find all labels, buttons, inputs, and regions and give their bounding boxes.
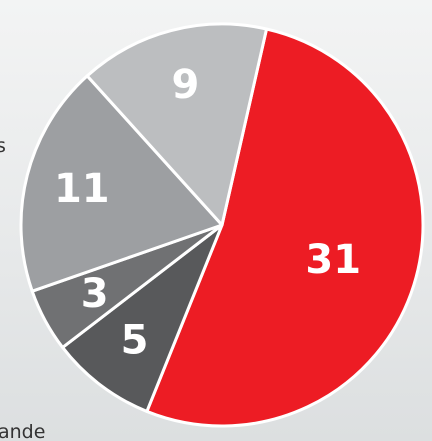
chart: s ande 31 53 11 9: [0, 0, 432, 441]
annotation: ande: [0, 421, 45, 441]
slice-label: 31: [305, 237, 361, 283]
slice-label: 3: [81, 271, 109, 317]
annotation: s: [0, 135, 6, 157]
slice-label: 5: [121, 317, 149, 363]
slice-label: 9: [171, 62, 199, 108]
page: {"chart_data": {"type": "pie", "categori…: [0, 0, 432, 441]
slice-label: 11: [54, 166, 110, 212]
